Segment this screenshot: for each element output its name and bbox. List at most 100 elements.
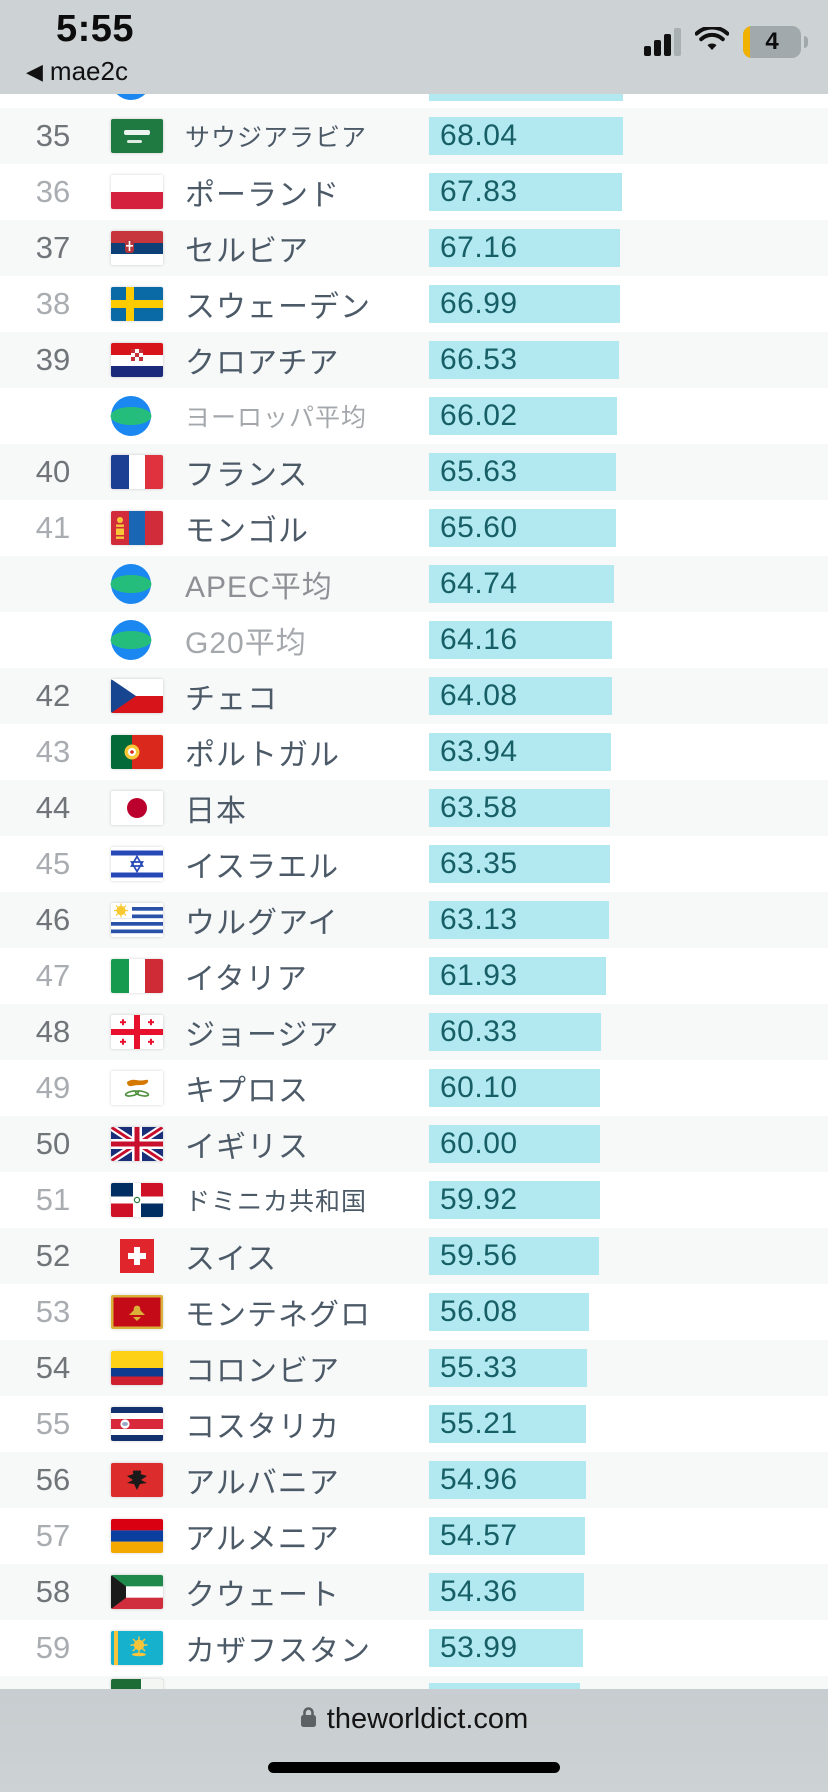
rank-number: 53 <box>35 1294 71 1329</box>
back-app-label: mae2c <box>49 56 128 86</box>
value-bar: 54.57 <box>429 1517 585 1555</box>
rank-number: 36 <box>35 174 71 209</box>
back-to-app-button[interactable]: ◀ mae2c <box>26 56 128 87</box>
average-row[interactable]: ヨーロッパ平均 66.02 <box>0 388 828 444</box>
value-label: 59.92 <box>440 1183 518 1216</box>
rank-number: 58 <box>35 1574 71 1609</box>
value-label: 68.04 <box>440 119 518 152</box>
flag-icon-pt <box>111 735 163 769</box>
value-bar: 63.58 <box>429 789 610 827</box>
address-bar[interactable]: theworldict.com <box>0 1703 828 1736</box>
cellular-signal-icon <box>644 28 681 56</box>
country-row[interactable]: 55 コスタリカ 55.21 <box>0 1396 828 1452</box>
average-row[interactable]: APEC平均 64.74 <box>0 556 828 612</box>
country-name: ウルグアイ <box>185 907 339 940</box>
flag-icon <box>111 1679 163 1689</box>
flag-icon-sa <box>111 119 163 153</box>
rank-number: 41 <box>35 510 71 545</box>
country-row[interactable]: 56 アルバニア 54.96 <box>0 1452 828 1508</box>
value-label: 61.93 <box>440 959 518 992</box>
country-row[interactable]: 58 クウェート 54.36 <box>0 1564 828 1620</box>
country-name: モンテネグロ <box>185 1299 371 1332</box>
country-row[interactable]: 57 アルメニア 54.57 <box>0 1508 828 1564</box>
rank-number: 35 <box>35 118 71 153</box>
rank-number <box>0 556 106 612</box>
globe-average-icon <box>109 562 153 606</box>
flag-icon-rs <box>111 231 163 265</box>
average-label: G20平均 <box>185 627 307 660</box>
home-indicator[interactable] <box>268 1762 560 1773</box>
rank-number: 44 <box>35 790 71 825</box>
country-row[interactable]: 41 モンゴル 65.60 <box>0 500 828 556</box>
clock: 5:55 <box>56 8 135 50</box>
country-row[interactable]: 46 ウルグアイ 63.13 <box>0 892 828 948</box>
value-label: 60.00 <box>440 1127 518 1160</box>
country-row[interactable]: 35 サウジアラビア 68.04 <box>0 108 828 164</box>
value-bar: 59.92 <box>429 1181 600 1219</box>
country-row[interactable]: 50 イギリス 60.00 <box>0 1116 828 1172</box>
rank-number: 54 <box>35 1350 71 1385</box>
flag-icon-ch <box>111 1239 163 1273</box>
country-row[interactable]: 38 スウェーデン 66.99 <box>0 276 828 332</box>
country-name: コスタリカ <box>185 1411 340 1444</box>
country-row[interactable]: 49 キプロス 60.10 <box>0 1060 828 1116</box>
value-label: 65.60 <box>440 511 518 544</box>
country-row[interactable]: 48 ジョージア 60.33 <box>0 1004 828 1060</box>
flag-icon-me <box>111 1295 163 1329</box>
country-name: キプロス <box>185 1075 309 1108</box>
country-row[interactable]: 45 イスラエル 63.35 <box>0 836 828 892</box>
country-row[interactable]: 40 フランス 65.63 <box>0 444 828 500</box>
value-label: 64.74 <box>440 567 518 600</box>
country-name: カザフスタン <box>185 1635 371 1668</box>
rank-number: 55 <box>35 1406 71 1441</box>
flag-icon-kz <box>111 1631 163 1665</box>
rank-number: 40 <box>35 454 71 489</box>
country-row[interactable]: 51 ドミニカ共和国 59.92 <box>0 1172 828 1228</box>
country-row[interactable]: 52 スイス 59.56 <box>0 1228 828 1284</box>
value-label: 63.35 <box>440 847 518 880</box>
value-bar: 64.16 <box>429 621 612 659</box>
country-name: 日本 <box>185 795 247 828</box>
value-label: 67.16 <box>440 231 518 264</box>
value-bar: 63.94 <box>429 733 611 771</box>
rank-number: 39 <box>35 342 71 377</box>
country-row[interactable]: 54 コロンビア 55.33 <box>0 1340 828 1396</box>
rank-number: 51 <box>35 1182 71 1217</box>
flag-icon-mn <box>111 511 163 545</box>
value-label: 54.96 <box>440 1463 518 1496</box>
battery-icon: 4 <box>743 26 801 58</box>
country-row[interactable]: 59 カザフスタン 53.99 <box>0 1620 828 1676</box>
country-row[interactable]: 44 日本 63.58 <box>0 780 828 836</box>
country-name: スウェーデン <box>185 291 371 324</box>
country-row[interactable]: 47 イタリア 61.93 <box>0 948 828 1004</box>
country-row[interactable]: 36 ポーランド 67.83 <box>0 164 828 220</box>
flag-icon-pl <box>111 175 163 209</box>
country-name: アルバニア <box>185 1467 340 1500</box>
value-bar: 59.56 <box>429 1237 599 1275</box>
value-bar: 60.10 <box>429 1069 600 1107</box>
country-row[interactable]: 37 セルビア 67.16 <box>0 220 828 276</box>
rank-number: 47 <box>35 958 71 993</box>
battery-percent: 4 <box>765 28 779 55</box>
flag-icon-se <box>111 287 163 321</box>
url-text: theworldict.com <box>326 1703 529 1735</box>
country-row[interactable]: 39 クロアチア 66.53 <box>0 332 828 388</box>
country-name: イスラエル <box>185 851 340 884</box>
value-bar: 66.99 <box>429 285 620 323</box>
battery-fill <box>743 26 750 58</box>
country-row[interactable]: 43 ポルトガル 63.94 <box>0 724 828 780</box>
country-name: ポルトガル <box>185 739 340 772</box>
rank-number: 46 <box>35 902 71 937</box>
average-row[interactable]: G20平均 64.16 <box>0 612 828 668</box>
rank-number: 43 <box>35 734 71 769</box>
country-name: セルビア <box>185 235 309 268</box>
lock-icon <box>300 1706 317 1733</box>
flag-icon-cy <box>111 1071 163 1105</box>
rank-number <box>0 612 106 668</box>
country-row[interactable]: 53 モンテネグロ 56.08 <box>0 1284 828 1340</box>
value-bar: 53.99 <box>429 1629 583 1667</box>
value-label: 53.99 <box>440 1631 518 1664</box>
country-row[interactable]: 42 チェコ 64.08 <box>0 668 828 724</box>
value-label: 65.63 <box>440 455 518 488</box>
value-label: 63.13 <box>440 903 518 936</box>
